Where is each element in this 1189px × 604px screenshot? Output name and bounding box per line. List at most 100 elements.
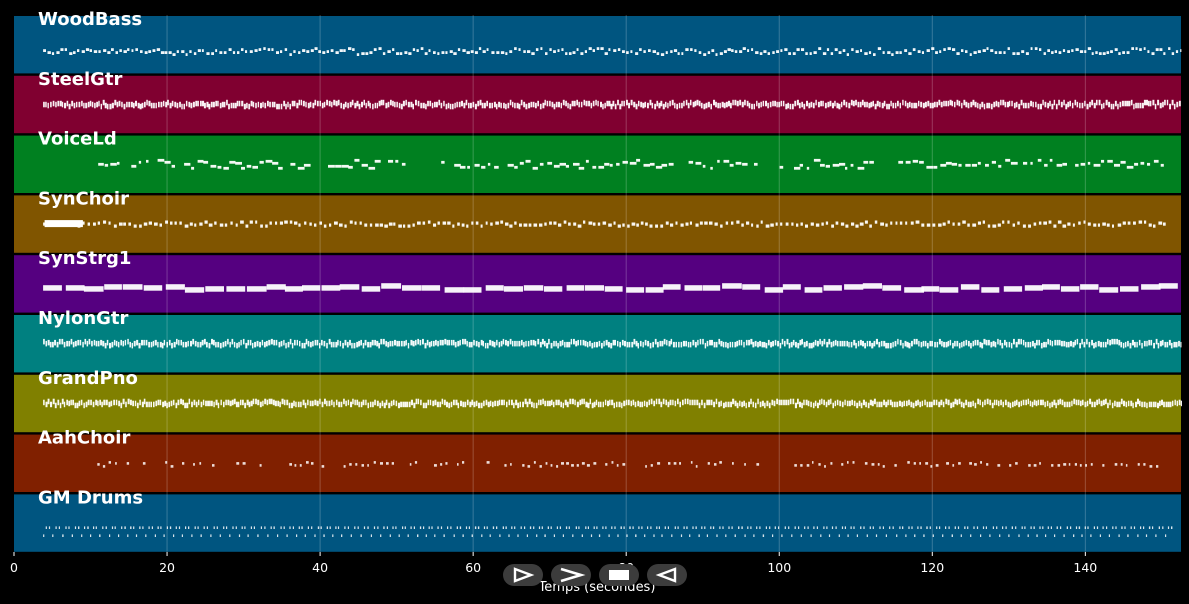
note-mark (89, 49, 92, 52)
note-mark (921, 286, 940, 292)
note-mark (379, 223, 383, 227)
note-mark (444, 338, 447, 345)
note-mark (120, 339, 122, 346)
note-mark (644, 339, 647, 346)
note-mark (1044, 101, 1047, 108)
note-mark (367, 464, 369, 467)
note-mark (376, 400, 379, 407)
note-mark (1116, 401, 1119, 408)
note-mark (522, 464, 525, 467)
note-mark (372, 401, 374, 408)
note-mark (1039, 526, 1041, 529)
note-mark (1010, 161, 1018, 165)
note-mark (178, 339, 180, 346)
note-mark (403, 224, 406, 228)
note-mark (439, 401, 442, 408)
note-mark (952, 464, 955, 467)
note-mark (245, 50, 248, 53)
note-mark (361, 163, 368, 167)
note-mark (469, 401, 472, 408)
note-mark (603, 340, 605, 347)
note-mark (630, 50, 633, 53)
note-mark (575, 340, 578, 347)
note-mark (930, 401, 933, 408)
note-mark (792, 52, 796, 55)
note-mark (635, 340, 638, 347)
note-mark (187, 340, 189, 347)
note-mark (533, 526, 535, 529)
note-mark (650, 398, 653, 405)
note-mark (502, 526, 504, 529)
note-mark (385, 399, 388, 406)
note-mark (1113, 338, 1116, 345)
note-mark (79, 339, 82, 346)
note-mark (608, 534, 610, 537)
note-mark (226, 526, 228, 529)
note-mark (110, 162, 117, 166)
note-mark (913, 102, 916, 109)
note-mark (625, 399, 628, 406)
note-mark (742, 284, 761, 290)
note-mark (723, 102, 726, 109)
note-mark (344, 526, 346, 529)
note-mark (658, 398, 661, 405)
note-mark (314, 223, 317, 227)
note-mark (665, 399, 667, 406)
note-mark (908, 342, 911, 349)
note-mark (976, 339, 979, 346)
note-mark (711, 339, 713, 346)
note-mark (827, 399, 830, 406)
note-mark (1118, 401, 1121, 408)
rewind-button[interactable] (647, 564, 687, 586)
note-mark (395, 400, 398, 407)
note-mark (964, 526, 966, 529)
note-mark (566, 285, 585, 291)
note-mark (1141, 284, 1161, 290)
note-mark (732, 99, 734, 106)
note-mark (87, 101, 90, 108)
note-mark (1001, 342, 1004, 349)
note-mark (208, 342, 211, 349)
note-mark (273, 526, 275, 529)
note-mark (807, 400, 810, 407)
fast-forward-button[interactable] (551, 564, 591, 586)
note-mark (967, 401, 970, 408)
note-mark (904, 340, 907, 347)
note-mark (158, 101, 160, 108)
note-mark (344, 224, 347, 228)
note-mark (152, 340, 155, 347)
note-mark (882, 285, 902, 291)
note-mark (412, 48, 416, 51)
note-mark (450, 339, 453, 346)
note-mark (946, 462, 949, 465)
note-mark (392, 48, 395, 51)
note-mark (420, 399, 422, 406)
note-mark (704, 526, 706, 529)
note-mark (652, 341, 654, 348)
note-mark (260, 224, 263, 228)
note-mark (381, 283, 402, 289)
note-mark (771, 399, 774, 406)
note-mark (238, 341, 240, 348)
note-mark (1018, 103, 1021, 110)
note-mark (154, 222, 158, 226)
note-mark (597, 222, 601, 226)
note-mark (825, 401, 828, 408)
note-mark (1101, 103, 1103, 110)
note-mark (544, 400, 547, 407)
note-mark (929, 340, 932, 347)
note-mark (189, 222, 193, 226)
note-mark (869, 160, 874, 164)
note-mark (739, 50, 743, 53)
stop-button[interactable] (599, 564, 639, 586)
note-mark (653, 400, 656, 407)
note-mark (639, 401, 642, 408)
note-mark (576, 99, 578, 106)
note-mark (271, 48, 274, 51)
note-mark (1045, 534, 1047, 537)
note-mark (787, 399, 790, 406)
note-mark (707, 101, 710, 108)
note-mark (656, 341, 659, 348)
note-mark (1117, 223, 1122, 227)
play-button[interactable] (503, 564, 543, 586)
